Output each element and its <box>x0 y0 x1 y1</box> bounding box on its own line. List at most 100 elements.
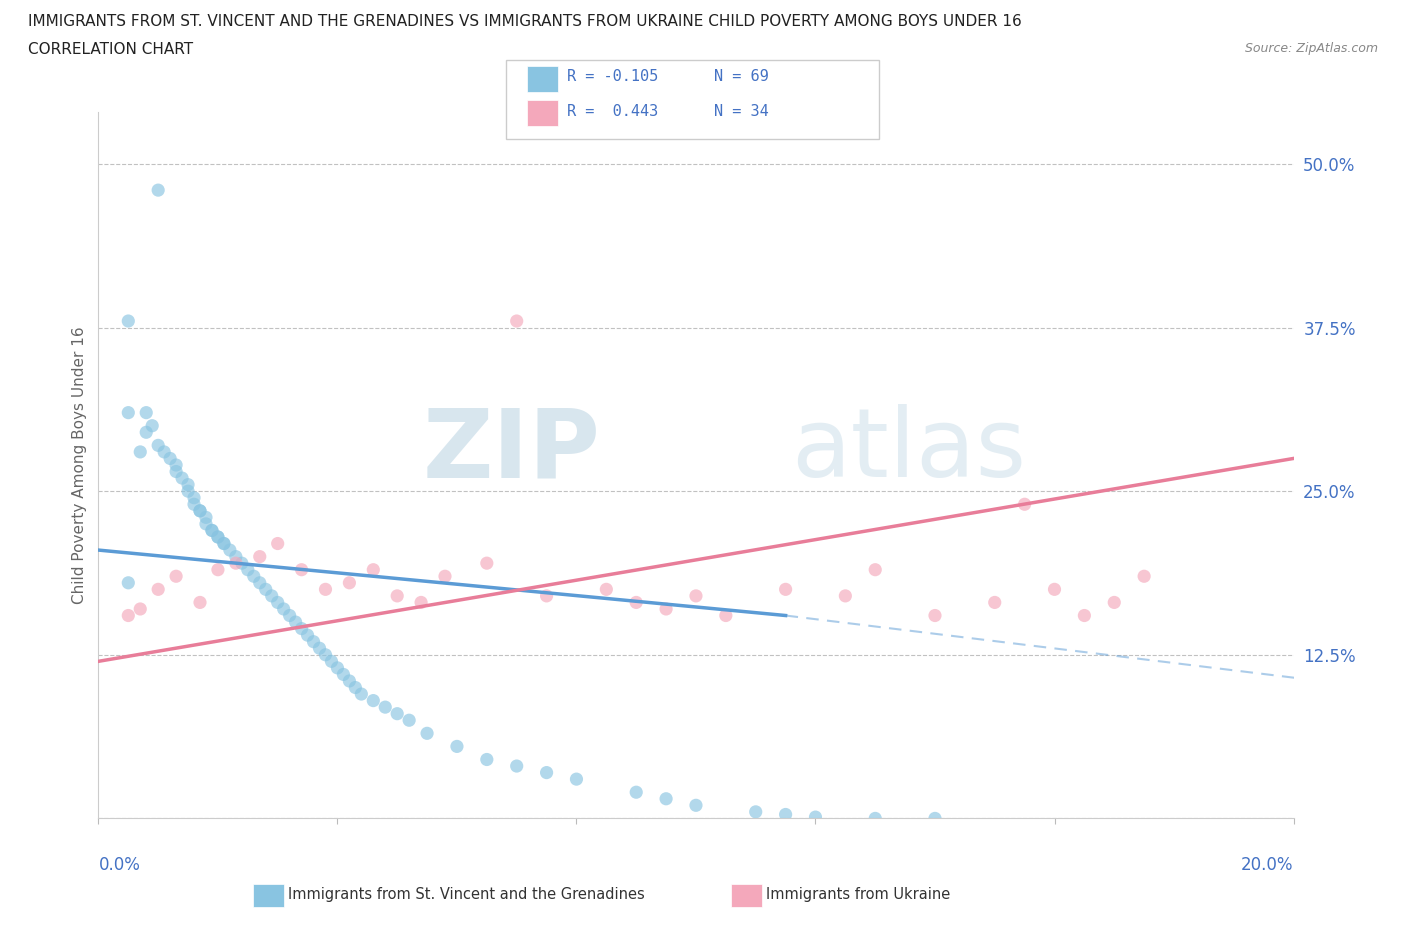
Point <box>865 563 887 578</box>
Point <box>249 576 271 591</box>
Point <box>1133 569 1156 584</box>
Point <box>188 503 211 518</box>
Text: N = 34: N = 34 <box>714 104 769 119</box>
Point <box>363 693 385 708</box>
Point <box>315 647 337 662</box>
Point <box>148 182 170 197</box>
Point <box>148 582 170 597</box>
Point <box>1073 608 1095 623</box>
Point <box>278 608 301 623</box>
Point <box>834 589 856 604</box>
Point <box>117 313 139 328</box>
Point <box>344 680 367 695</box>
Text: N = 69: N = 69 <box>714 70 769 85</box>
Point <box>177 484 200 498</box>
Point <box>804 810 827 825</box>
Point <box>626 785 648 800</box>
Point <box>924 608 946 623</box>
Point <box>1043 582 1066 597</box>
Point <box>165 458 187 472</box>
Point <box>924 811 946 826</box>
Point <box>183 490 205 505</box>
Point <box>273 602 295 617</box>
Point <box>1014 497 1036 512</box>
Point <box>339 576 361 591</box>
Text: CORRELATION CHART: CORRELATION CHART <box>28 42 193 57</box>
Point <box>183 497 205 512</box>
Point <box>655 602 678 617</box>
Point <box>385 706 409 721</box>
Text: 20.0%: 20.0% <box>1241 856 1294 873</box>
Text: ZIP: ZIP <box>422 405 600 498</box>
Point <box>363 563 385 578</box>
Point <box>267 536 290 551</box>
Point <box>411 595 433 610</box>
Point <box>243 569 266 584</box>
Point <box>165 569 187 584</box>
Point <box>775 807 797 822</box>
Point <box>201 523 224 538</box>
Point <box>350 686 373 701</box>
Text: Source: ZipAtlas.com: Source: ZipAtlas.com <box>1244 42 1378 55</box>
Point <box>745 804 768 819</box>
Point <box>225 550 247 565</box>
Point <box>165 464 187 479</box>
Point <box>1104 595 1126 610</box>
Point <box>207 563 229 578</box>
Point <box>475 752 498 767</box>
Point <box>775 582 797 597</box>
Point <box>302 634 325 649</box>
Point <box>117 405 139 420</box>
Point <box>236 563 259 578</box>
Point <box>231 556 253 571</box>
Point <box>339 673 361 688</box>
Point <box>117 576 139 591</box>
Point <box>135 425 157 440</box>
Point <box>536 589 558 604</box>
Point <box>332 667 354 682</box>
Point <box>195 510 218 525</box>
Point <box>321 654 343 669</box>
Text: atlas: atlas <box>792 405 1026 498</box>
Point <box>207 529 229 544</box>
Point <box>135 405 157 420</box>
Point <box>446 739 468 754</box>
Point <box>207 529 229 544</box>
Point <box>291 563 314 578</box>
Point <box>475 556 498 571</box>
Point <box>685 589 707 604</box>
Point <box>141 418 163 433</box>
Point <box>188 595 211 610</box>
Point <box>284 615 307 630</box>
Point <box>685 798 707 813</box>
Y-axis label: Child Poverty Among Boys Under 16: Child Poverty Among Boys Under 16 <box>72 326 87 604</box>
Point <box>254 582 277 597</box>
Text: R = -0.105: R = -0.105 <box>567 70 658 85</box>
Point <box>595 582 617 597</box>
Point <box>129 445 152 459</box>
Point <box>434 569 457 584</box>
Point <box>291 621 314 636</box>
Point <box>195 516 218 531</box>
Point <box>153 445 176 459</box>
Point <box>398 712 420 727</box>
Point <box>565 772 588 787</box>
Point <box>626 595 648 610</box>
Point <box>219 542 242 557</box>
Point <box>865 811 887 826</box>
Point <box>117 608 139 623</box>
Point <box>267 595 290 610</box>
Point <box>260 589 283 604</box>
Text: R =  0.443: R = 0.443 <box>567 104 658 119</box>
Point <box>129 602 152 617</box>
Point <box>655 791 678 806</box>
Point <box>536 765 558 780</box>
Point <box>297 628 319 643</box>
Point <box>326 660 349 675</box>
Point <box>374 699 396 714</box>
Point <box>159 451 181 466</box>
Point <box>148 438 170 453</box>
Point <box>385 589 409 604</box>
Point <box>416 726 439 741</box>
Point <box>225 556 247 571</box>
